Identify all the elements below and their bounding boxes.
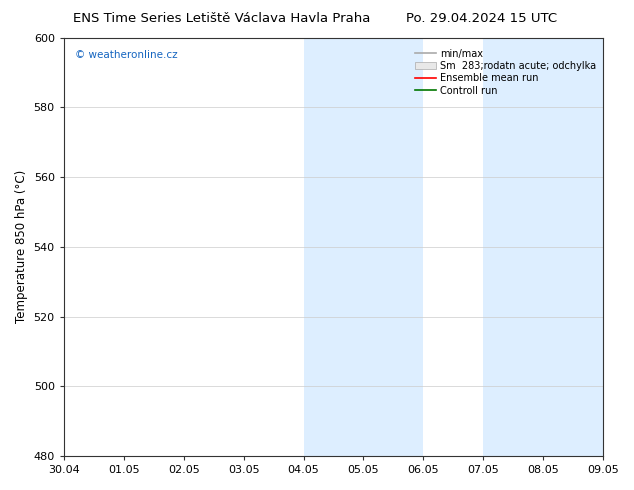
Bar <box>363 38 424 456</box>
Text: ENS Time Series Letiště Václava Havla Praha: ENS Time Series Letiště Václava Havla Pr… <box>73 12 371 25</box>
Bar <box>543 38 603 456</box>
Bar <box>304 38 363 456</box>
Y-axis label: Temperature 850 hPa (°C): Temperature 850 hPa (°C) <box>15 170 28 323</box>
Legend: min/max, Sm  283;rodatn acute; odchylka, Ensemble mean run, Controll run: min/max, Sm 283;rodatn acute; odchylka, … <box>413 47 598 98</box>
Text: © weatheronline.cz: © weatheronline.cz <box>75 50 178 60</box>
Text: Po. 29.04.2024 15 UTC: Po. 29.04.2024 15 UTC <box>406 12 557 25</box>
Bar <box>483 38 543 456</box>
